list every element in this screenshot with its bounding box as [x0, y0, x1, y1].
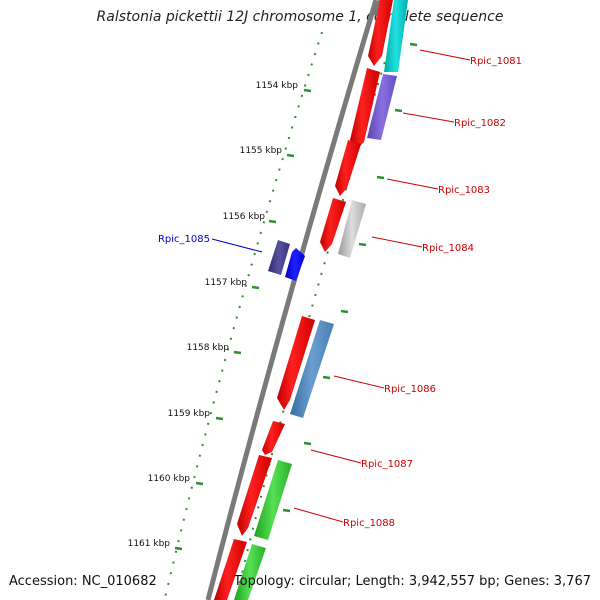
- scale-label: 1156 kbp: [223, 212, 266, 222]
- scale-ticks: [174, 88, 312, 551]
- cds-arrow[interactable]: [350, 68, 380, 150]
- cds-arrow[interactable]: [214, 539, 247, 600]
- gene-label-rpic-1082[interactable]: Rpic_1082: [454, 118, 506, 129]
- gene-track: [234, 0, 408, 600]
- gene-arrow-rpic-1086[interactable]: [290, 320, 334, 418]
- scale-label: 1161 kbp: [128, 539, 171, 549]
- scale-label: 1155 kbp: [240, 146, 283, 156]
- gene-arrow-rpic-1085-b[interactable]: [285, 248, 305, 281]
- scale-track: [164, 31, 323, 599]
- cds-arrow[interactable]: [277, 316, 315, 410]
- gene-label-rpic-1086[interactable]: Rpic_1086: [384, 384, 436, 395]
- scale-label: 1159 kbp: [168, 409, 211, 419]
- outer-ticks: [282, 42, 418, 513]
- chromosome-backbone: [205, 0, 379, 600]
- gene-arrow-rpic-1085-a[interactable]: [268, 240, 290, 275]
- cds-arrow[interactable]: [237, 455, 272, 536]
- cds-track: [214, 0, 393, 600]
- gene-label-rpic-1088[interactable]: Rpic_1088: [343, 518, 395, 529]
- scale-label: 1160 kbp: [148, 474, 191, 484]
- gene-label-rpic-1085[interactable]: Rpic_1085: [158, 234, 210, 245]
- gene-arrow-rpic-1081[interactable]: [384, 0, 408, 72]
- cds-arrow[interactable]: [262, 421, 285, 455]
- gene-arrow-rpic-1088[interactable]: [254, 460, 292, 540]
- cds-arrow[interactable]: [368, 0, 393, 66]
- reverse-gene-track: [268, 240, 305, 281]
- cds-arrow[interactable]: [335, 140, 361, 196]
- scale-label: 1154 kbp: [256, 81, 299, 91]
- summary-text: Topology: circular; Length: 3,942,557 bp…: [233, 574, 591, 589]
- scale-label: 1157 kbp: [205, 278, 248, 288]
- accession-text: Accession: NC_010682: [9, 574, 157, 589]
- outer-tick-track: [235, 19, 399, 599]
- gene-label-rpic-1087[interactable]: Rpic_1087: [361, 459, 413, 470]
- gene-label-rpic-1083[interactable]: Rpic_1083: [438, 185, 490, 196]
- scale-label: 1158 kbp: [187, 343, 230, 353]
- gene-arrow[interactable]: [234, 544, 266, 600]
- gene-label-rpic-1084[interactable]: Rpic_1084: [422, 243, 474, 254]
- cds-arrow[interactable]: [320, 198, 346, 252]
- gene-arrow-rpic-1082[interactable]: [367, 74, 397, 140]
- gene-label-rpic-1081[interactable]: Rpic_1081: [470, 56, 522, 67]
- leader-lines: [211, 49, 471, 523]
- gene-arrow-rpic-1084[interactable]: [338, 200, 366, 258]
